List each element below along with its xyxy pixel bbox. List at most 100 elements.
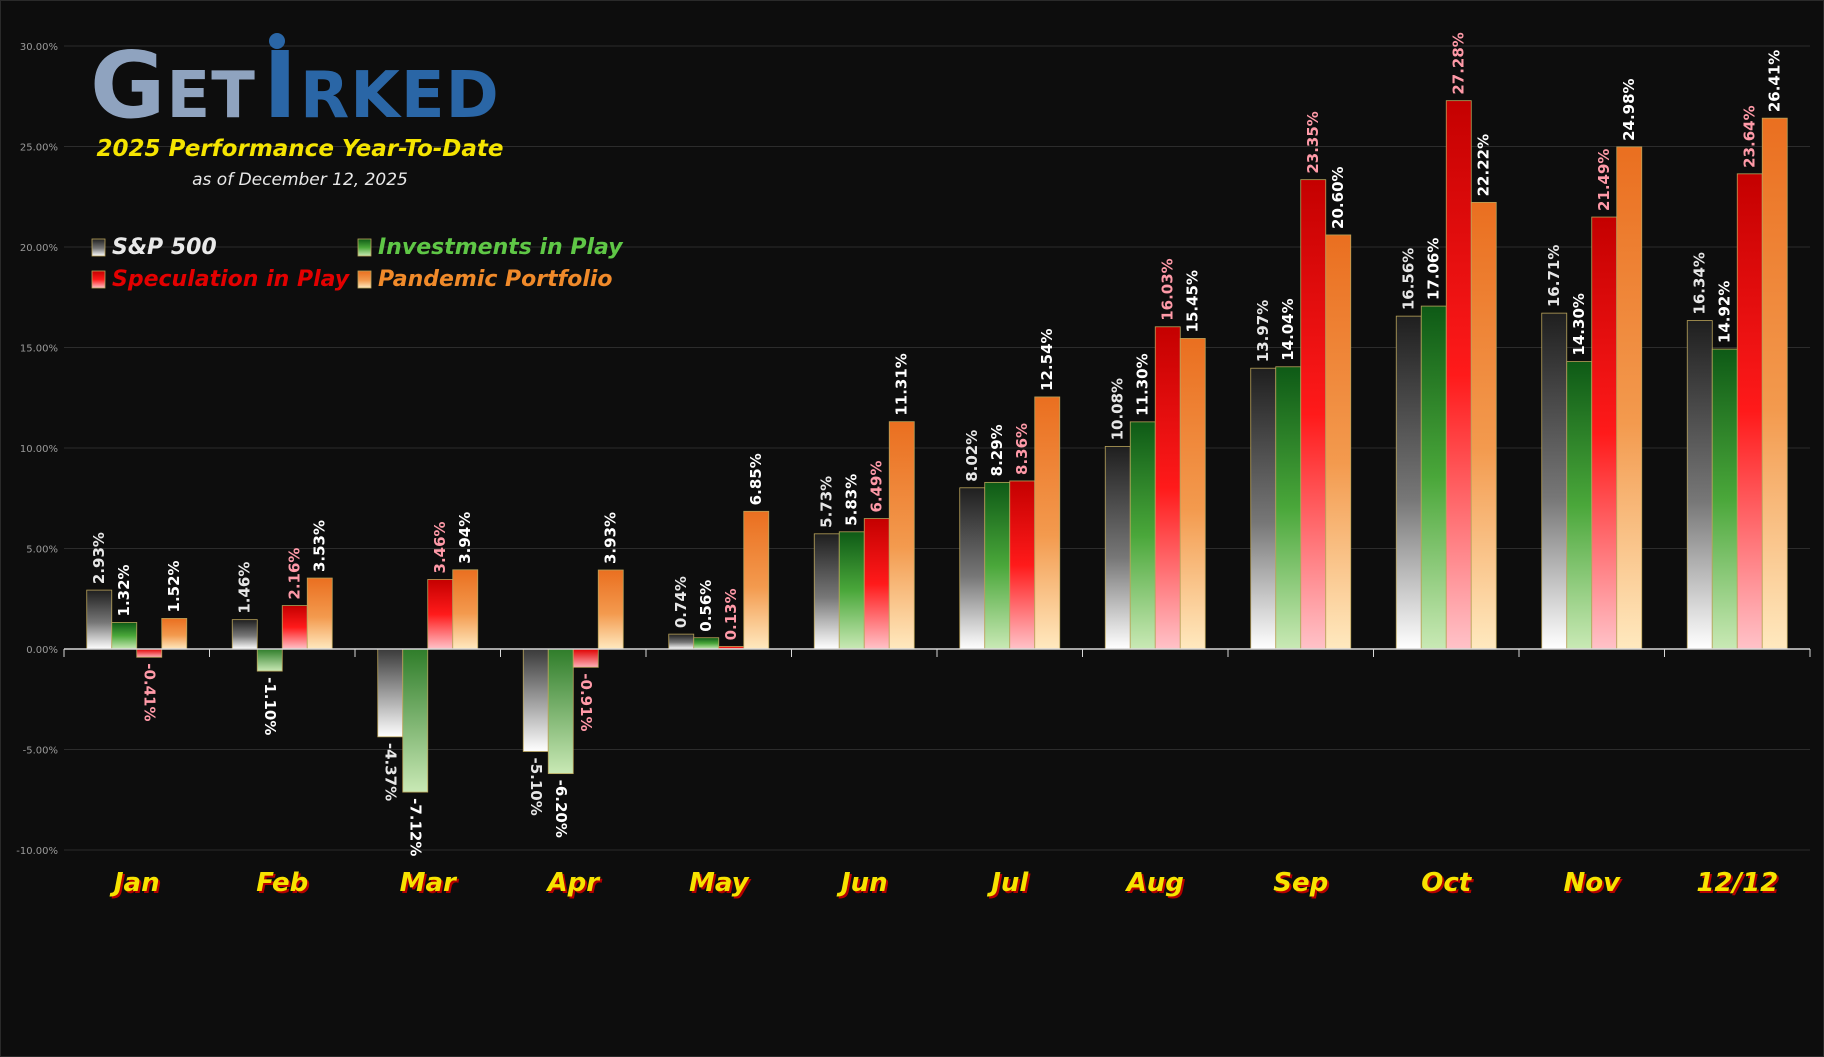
- category-label-nov: Nov: [1563, 868, 1621, 898]
- value-label-inv: 14.92%: [1716, 281, 1734, 343]
- data-labels: 2.93% 1.46% -4.37% -5.10% 0.74% 5.73% 8.02% 10.…: [90, 32, 1784, 856]
- legend-label-pan: Pandemic Portfolio: [378, 267, 613, 292]
- category-label-apr: Apr: [545, 868, 601, 898]
- bar-sp-aug: [1104, 445, 1131, 650]
- logo-text-rked: rked: [300, 32, 500, 139]
- value-label-inv: 1.32%: [115, 564, 133, 616]
- bar-inv-jan: [111, 622, 138, 650]
- bar-pan-12-12: [1761, 117, 1788, 650]
- bar-spec-mar: [427, 579, 454, 650]
- chart-subtitle: as of December 12, 2025: [192, 170, 408, 190]
- x-axis: [63, 648, 1811, 657]
- bar-pan-apr: [597, 569, 624, 650]
- bar-spec-jan: [136, 648, 163, 658]
- value-label-spec: -0.91%: [577, 673, 595, 731]
- y-tick-label: -5.00%: [23, 746, 58, 757]
- value-label-sp: 16.34%: [1691, 252, 1709, 314]
- value-label-pan: 12.54%: [1038, 328, 1056, 390]
- bar-spec-sep: [1300, 179, 1327, 650]
- value-label-pan: 3.93%: [602, 512, 620, 564]
- bar-pan-mar: [452, 569, 479, 650]
- category-label-mar: Mar: [400, 868, 458, 898]
- bar-spec-12-12: [1736, 173, 1763, 650]
- bar-pan-jan: [161, 618, 188, 650]
- bar-pan-may: [743, 510, 770, 650]
- bar-spec-aug: [1154, 326, 1181, 650]
- value-label-pan: 3.53%: [311, 520, 329, 572]
- value-label-inv: -6.20%: [552, 780, 570, 838]
- value-label-spec: 27.28%: [1450, 32, 1468, 94]
- value-label-pan: 26.41%: [1766, 50, 1784, 112]
- y-tick-label: -10.00%: [16, 846, 58, 857]
- value-label-spec: 21.49%: [1595, 149, 1613, 211]
- legend-swatch-spec: [91, 270, 106, 289]
- value-label-sp: 1.46%: [236, 562, 254, 614]
- bar-sp-apr: [522, 648, 549, 752]
- value-label-sp: 13.97%: [1254, 300, 1272, 362]
- legend-swatch-pan: [357, 270, 372, 289]
- value-label-inv: -1.10%: [261, 677, 279, 735]
- bar-inv-sep: [1275, 366, 1302, 650]
- value-label-sp: 2.93%: [90, 532, 108, 584]
- value-label-inv: -7.12%: [406, 798, 424, 856]
- value-label-pan: 1.52%: [165, 560, 183, 612]
- value-label-spec: 16.03%: [1159, 258, 1177, 320]
- legend-label-inv: Investments in Play: [378, 235, 624, 260]
- category-label-shadow: Feb: [258, 870, 310, 900]
- value-label-inv: 14.04%: [1279, 298, 1297, 360]
- bar-inv-may: [693, 637, 720, 650]
- bar-pan-aug: [1179, 338, 1206, 650]
- category-label-shadow: Sep: [1275, 870, 1330, 900]
- value-label-sp: 5.73%: [818, 476, 836, 528]
- chart-title: 2025 Performance Year-To-Date: [96, 136, 503, 162]
- bar-sp-feb: [231, 619, 258, 650]
- y-tick-label: 10.00%: [20, 444, 58, 455]
- bar-inv-oct: [1420, 305, 1447, 650]
- logo: Get I rked: [90, 32, 500, 139]
- value-label-pan: 22.22%: [1475, 134, 1493, 196]
- value-label-inv: 8.29%: [988, 424, 1006, 476]
- value-label-spec: 0.13%: [722, 588, 740, 640]
- value-label-pan: 6.85%: [747, 453, 765, 505]
- y-tick-label: 20.00%: [20, 243, 58, 254]
- category-label-feb: Feb: [256, 868, 308, 898]
- bar-sp-nov: [1541, 312, 1568, 650]
- y-tick-label: 15.00%: [20, 344, 58, 355]
- y-tick-label: 30.00%: [20, 42, 58, 53]
- legend-swatch-sp: [91, 238, 106, 257]
- bar-pan-feb: [306, 577, 333, 650]
- value-label-sp: 8.02%: [963, 430, 981, 482]
- bar-inv-12-12: [1711, 348, 1738, 650]
- value-label-pan: 11.31%: [893, 353, 911, 415]
- category-label-shadow: 12/12: [1698, 870, 1780, 900]
- bar-inv-mar: [402, 648, 429, 793]
- bar-spec-oct: [1445, 100, 1472, 650]
- bar-sp-sep: [1250, 367, 1277, 650]
- value-label-sp: 10.08%: [1109, 378, 1127, 440]
- bar-pan-nov: [1616, 146, 1643, 650]
- value-label-sp: -4.37%: [381, 743, 399, 801]
- category-label-shadow: Jun: [838, 870, 890, 900]
- category-label-shadow: Jul: [988, 870, 1031, 900]
- logo-text-get: Get: [90, 32, 256, 139]
- category-label-jan: Jan: [109, 868, 160, 898]
- bar-inv-jun: [838, 531, 865, 650]
- bar-spec-nov: [1591, 216, 1618, 650]
- value-label-sp: -5.10%: [527, 758, 545, 816]
- bar-inv-nov: [1566, 361, 1593, 650]
- category-label-shadow: Mar: [402, 870, 460, 900]
- value-label-spec: 2.16%: [286, 548, 304, 600]
- legend: S&P 500 Investments in Play Speculation in…: [91, 235, 624, 292]
- value-label-inv: 0.56%: [697, 580, 715, 632]
- y-tick-label: 0.00%: [26, 645, 58, 656]
- bar-spec-apr: [572, 648, 599, 668]
- value-label-pan: 24.98%: [1620, 78, 1638, 140]
- value-label-spec: 23.64%: [1741, 105, 1759, 167]
- bar-inv-feb: [256, 648, 283, 672]
- category-label-oct: Oct: [1421, 868, 1473, 898]
- category-label-shadow: Oct: [1423, 870, 1475, 900]
- category-label-jul: Jul: [986, 868, 1029, 898]
- bar-pan-jun: [888, 421, 915, 650]
